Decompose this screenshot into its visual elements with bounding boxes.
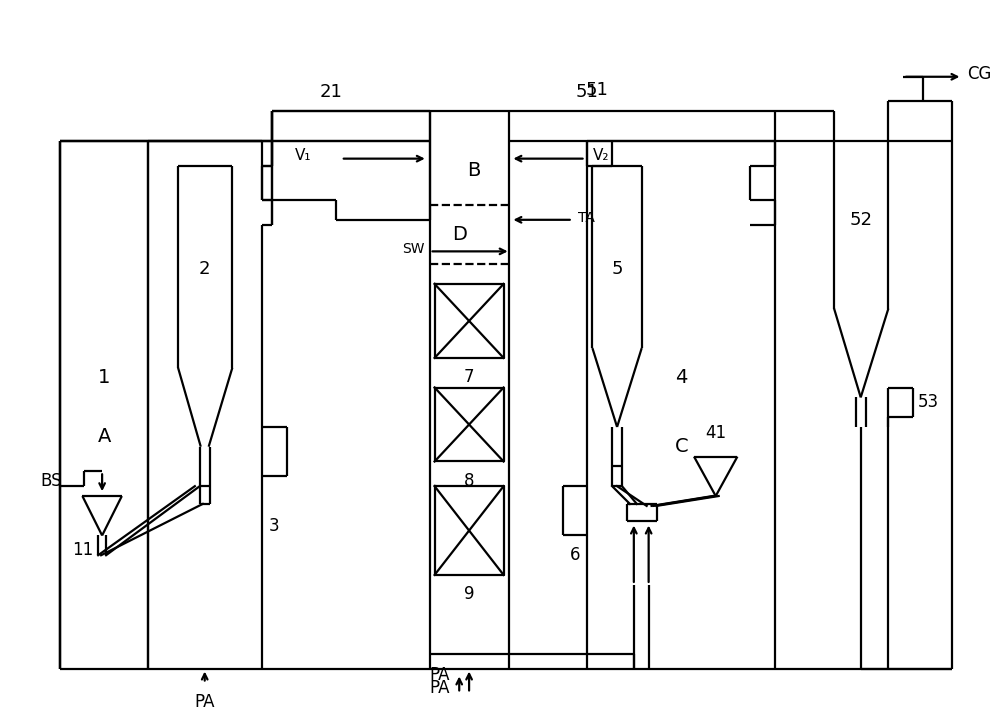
Text: C: C [674, 437, 688, 456]
Text: SW: SW [402, 243, 425, 256]
Text: D: D [452, 225, 467, 244]
Text: PA: PA [194, 694, 215, 712]
Text: 8: 8 [464, 472, 474, 490]
Text: TA: TA [578, 211, 594, 225]
Text: 51: 51 [576, 83, 599, 101]
Text: 4: 4 [675, 368, 687, 387]
Text: 1: 1 [98, 368, 110, 387]
Text: 41: 41 [705, 424, 726, 442]
Text: V₁: V₁ [295, 148, 311, 163]
Text: B: B [467, 161, 481, 180]
Text: V₂: V₂ [592, 148, 609, 163]
Text: 51: 51 [586, 81, 609, 100]
Text: 53: 53 [918, 393, 939, 411]
Text: 3: 3 [268, 517, 279, 535]
Text: 7: 7 [464, 368, 474, 386]
Text: 9: 9 [464, 584, 474, 603]
Text: 21: 21 [320, 83, 342, 101]
Text: 2: 2 [199, 260, 210, 278]
Text: PA: PA [430, 666, 450, 684]
Text: A: A [97, 427, 111, 447]
Text: BS: BS [40, 472, 62, 490]
Text: CG: CG [967, 65, 992, 83]
Text: 52: 52 [849, 211, 872, 229]
Text: 5: 5 [611, 260, 623, 278]
Text: 6: 6 [569, 546, 580, 564]
Text: PA: PA [430, 679, 450, 697]
Text: 11: 11 [72, 541, 93, 559]
